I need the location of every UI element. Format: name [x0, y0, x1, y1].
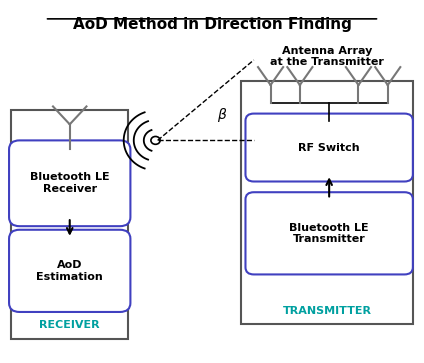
Text: AoD
Estimation: AoD Estimation	[36, 260, 103, 282]
Text: RF Switch: RF Switch	[298, 143, 360, 152]
Text: Antenna Array
at the Transmitter: Antenna Array at the Transmitter	[270, 45, 384, 67]
FancyBboxPatch shape	[9, 140, 131, 226]
Text: AoD Method in Direction Finding: AoD Method in Direction Finding	[73, 17, 351, 32]
Text: $\beta$: $\beta$	[217, 106, 228, 125]
Text: Bluetooth LE
Receiver: Bluetooth LE Receiver	[30, 172, 109, 194]
FancyBboxPatch shape	[245, 114, 413, 182]
FancyBboxPatch shape	[9, 230, 131, 312]
FancyBboxPatch shape	[245, 192, 413, 274]
Text: RECEIVER: RECEIVER	[39, 320, 100, 330]
Text: Bluetooth LE
Transmitter: Bluetooth LE Transmitter	[289, 223, 369, 244]
Text: TRANSMITTER: TRANSMITTER	[282, 306, 371, 315]
Bar	[241, 81, 413, 325]
Bar	[11, 110, 128, 339]
